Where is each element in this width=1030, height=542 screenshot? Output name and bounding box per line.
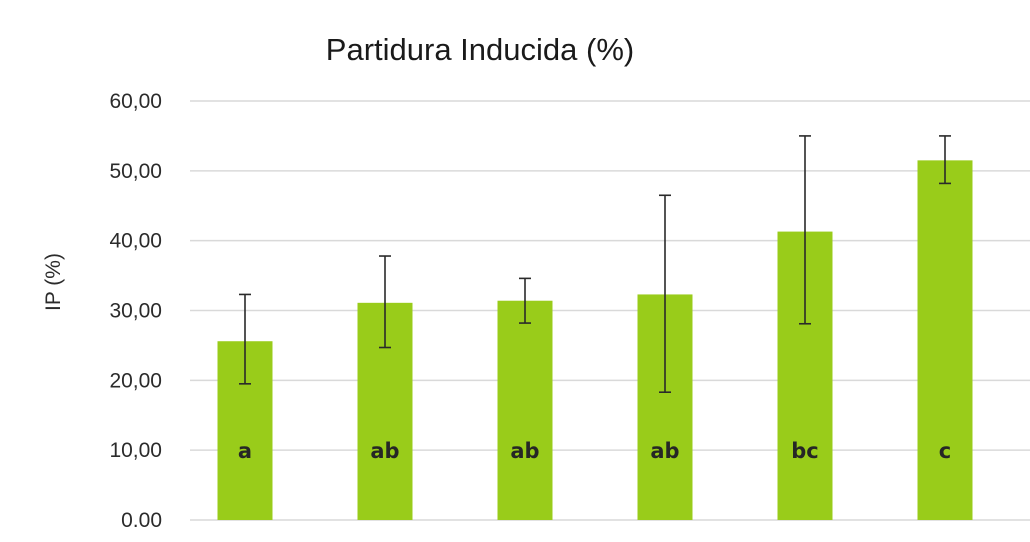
bar	[497, 300, 553, 520]
gridlines	[190, 100, 1030, 521]
bar	[917, 160, 973, 520]
y-tick-label: 0.00	[121, 509, 162, 532]
bar-significance-label: ab	[510, 439, 539, 463]
bar-significance-label: ab	[370, 439, 399, 463]
y-tick-label: 60,00	[109, 90, 162, 113]
bar-significance-label: c	[939, 439, 951, 463]
bar-significance-label: ab	[650, 439, 679, 463]
bar-labels: a ab ab ab bc c	[238, 439, 951, 463]
y-tick-label: 30,00	[109, 300, 162, 323]
y-axis-ticks: 0.00 10,00 20,00 30,00 40,00 50,00 60,00	[109, 90, 162, 532]
y-tick-label: 20,00	[109, 369, 162, 392]
bar-significance-label: a	[238, 439, 252, 463]
y-tick-label: 40,00	[109, 230, 162, 253]
bars	[217, 160, 973, 521]
bar-significance-label: bc	[791, 439, 818, 463]
y-tick-label: 10,00	[109, 439, 162, 462]
y-tick-label: 50,00	[109, 160, 162, 183]
y-axis-label: IP (%)	[42, 253, 65, 311]
chart-title: Partidura Inducida (%)	[326, 32, 634, 67]
error-bars	[239, 135, 951, 394]
